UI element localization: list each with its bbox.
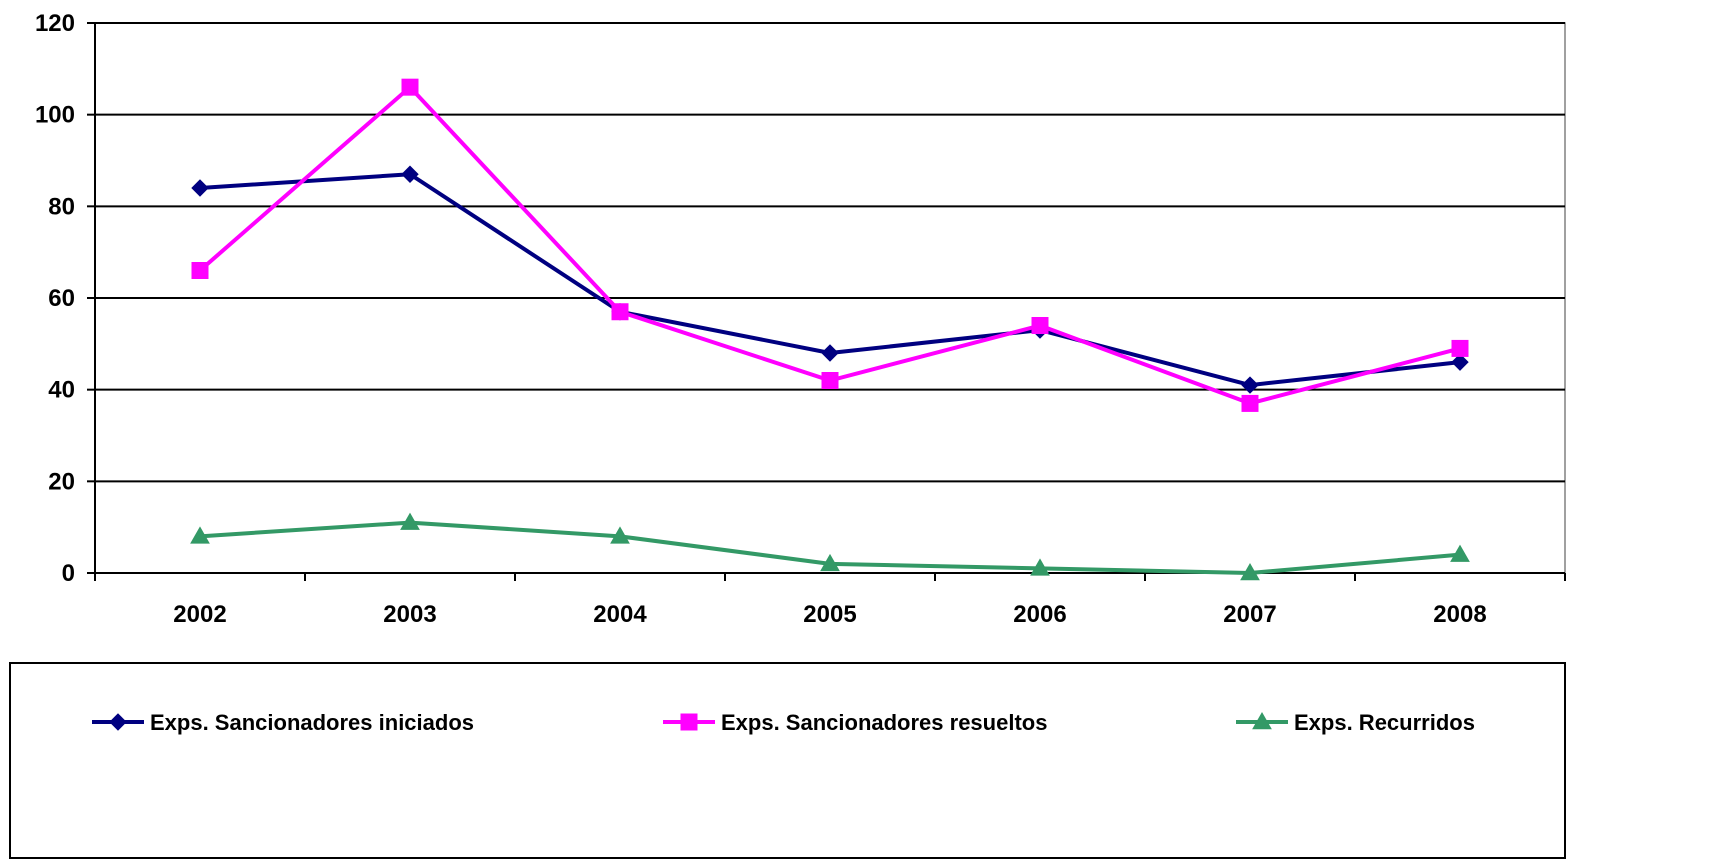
data-point-triangle bbox=[610, 526, 630, 544]
data-point-square bbox=[191, 262, 209, 279]
series-2 bbox=[191, 78, 1469, 412]
data-point-diamond bbox=[401, 165, 419, 183]
legend-marker-triangle bbox=[1252, 711, 1272, 730]
legend-entry: Exps. Recurridos bbox=[1236, 710, 1475, 735]
data-point-triangle bbox=[400, 512, 420, 530]
x-tick-label: 2005 bbox=[803, 601, 856, 628]
data-point-triangle bbox=[1030, 558, 1050, 576]
data-point-diamond bbox=[191, 179, 209, 197]
legend: Exps. Sancionadores iniciados Exps. Sanci… bbox=[9, 662, 1566, 859]
y-tick-label: 60 bbox=[48, 285, 75, 312]
data-point-diamond bbox=[1451, 353, 1469, 371]
data-point-triangle bbox=[190, 526, 210, 544]
x-tick-label: 2007 bbox=[1223, 601, 1276, 628]
x-tick-label: 2004 bbox=[593, 601, 647, 628]
legend-label: Exps. Recurridos bbox=[1294, 710, 1475, 735]
y-tick-label: 80 bbox=[48, 193, 75, 220]
data-point-square bbox=[1451, 339, 1469, 357]
series-lines bbox=[190, 78, 1470, 581]
gridlines bbox=[94, 22, 1566, 574]
y-tick-label: 0 bbox=[62, 560, 75, 587]
data-point-triangle bbox=[1240, 562, 1260, 581]
data-point-diamond bbox=[1241, 376, 1259, 394]
y-tick-label: 40 bbox=[48, 377, 75, 404]
axes: 0 20 40 60 80 100 120 2002 2003 2004 2005 2006 2007 2… bbox=[35, 10, 1566, 628]
data-point-triangle bbox=[820, 553, 840, 572]
data-point-square bbox=[1031, 317, 1049, 334]
legend-entry: Exps. Sancionadores iniciados bbox=[92, 710, 474, 735]
data-point-square bbox=[401, 78, 419, 96]
legend-label: Exps. Sancionadores iniciados bbox=[150, 710, 474, 735]
x-tick-label: 2008 bbox=[1433, 601, 1486, 628]
y-tick-label: 120 bbox=[35, 10, 75, 37]
data-point-triangle bbox=[1450, 544, 1470, 562]
series-3 bbox=[190, 512, 1470, 581]
data-point-square bbox=[1241, 394, 1259, 412]
y-tick-label: 100 bbox=[35, 102, 75, 129]
legend-entry: Exps. Sancionadores resueltos bbox=[663, 710, 1047, 735]
series-1 bbox=[191, 165, 1469, 394]
x-tick-label: 2003 bbox=[383, 601, 436, 628]
x-tick-label: 2002 bbox=[173, 601, 226, 628]
data-point-square bbox=[611, 303, 629, 321]
legend-box bbox=[9, 662, 1566, 859]
data-point-diamond bbox=[821, 344, 839, 362]
legend-label: Exps. Sancionadores resueltos bbox=[721, 710, 1047, 735]
x-tick-label: 2006 bbox=[1013, 601, 1066, 628]
y-tick-label: 20 bbox=[48, 468, 75, 495]
legend-marker-diamond bbox=[109, 713, 127, 731]
legend-marker-square bbox=[680, 713, 698, 731]
data-point-square bbox=[821, 372, 839, 389]
